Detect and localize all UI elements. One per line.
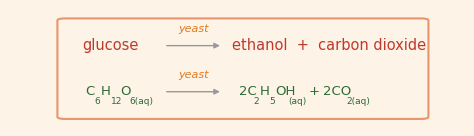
Text: 5: 5: [269, 97, 275, 106]
Text: 6: 6: [94, 97, 100, 106]
Text: OH: OH: [275, 85, 296, 98]
Text: yeast: yeast: [178, 24, 209, 34]
Text: glucose: glucose: [82, 38, 139, 53]
FancyBboxPatch shape: [57, 18, 428, 119]
Text: O: O: [120, 85, 131, 98]
Text: 2CO: 2CO: [323, 85, 352, 98]
Text: 2C: 2C: [239, 85, 257, 98]
Text: C: C: [85, 85, 94, 98]
Text: ethanol  +  carbon dioxide: ethanol + carbon dioxide: [232, 38, 426, 53]
Text: 2: 2: [253, 97, 259, 106]
Text: yeast: yeast: [178, 70, 209, 80]
Text: (aq): (aq): [289, 97, 307, 106]
Text: 12: 12: [111, 97, 122, 106]
Text: 6(aq): 6(aq): [129, 97, 154, 106]
Text: H: H: [260, 85, 270, 98]
Text: +: +: [309, 85, 319, 98]
Text: H: H: [101, 85, 110, 98]
Text: 2(aq): 2(aq): [346, 97, 370, 106]
